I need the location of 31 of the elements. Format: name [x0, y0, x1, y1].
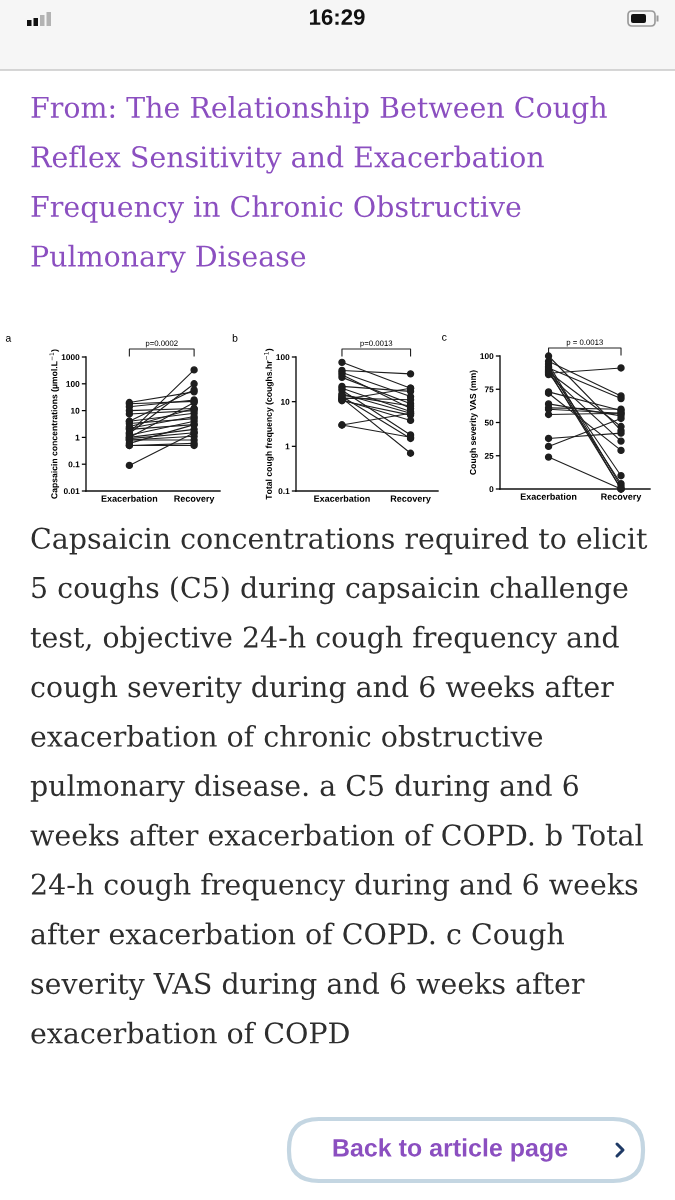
text: 16:29 [309, 9, 365, 25]
y-axis-title: Cough severity VAS (mm) [469, 370, 478, 475]
chart-title: c [442, 335, 447, 341]
y-axis-title: Capsaicin concentrations (µmol.L$^{−1}$) [49, 349, 60, 499]
x-tick-label: Recovery [601, 493, 642, 502]
text: From: The Relationship Between Cough Reflex Sensitivity and Exacerbation Frequency in Chronic Obstructive Pulmonary Disease [31, 96, 607, 273]
y-tick-label: 75 [484, 386, 494, 393]
y-tick-label: 1000 [61, 354, 80, 361]
chart-title: b [232, 334, 238, 342]
y-tick-label: 100 [276, 354, 290, 361]
y-tick-label: 25 [484, 452, 494, 459]
x-tick-label: Recovery [390, 495, 431, 504]
y-tick-label: 100 [480, 353, 494, 360]
x-tick-label: Exacerbation [520, 493, 577, 500]
y-tick-label: 100 [66, 381, 80, 387]
y-tick-label: 1 [75, 434, 80, 441]
y-tick-label: 0.01 [63, 488, 80, 495]
x-tick-label: Exacerbation [101, 495, 158, 502]
y-tick-label: 10 [71, 407, 80, 414]
y-axis-title: Total cough frequency (coughs.hr$^{−1}$) [264, 348, 274, 500]
text: Capsaicin concentrations required to elicit 5 coughs (C5) during capsaicin challenge test, objective 24-h cough frequency and cough severity during and 6 weeks after exacerbation of chronic obstructive pulmonary disease. a C5 during and 6 weeks after exacerbation of COPD. b Total 24-h cough frequency during and 6 weeks after exacerbation of COPD. c Cough severity VAS during and 6 weeks after exacerbation of COPD [30, 527, 648, 1044]
y-tick-label: 10 [281, 398, 290, 405]
text: Back to article page [333, 1138, 568, 1162]
y-tick-label: 1 [285, 443, 290, 450]
x-tick-label: Recovery [174, 495, 215, 504]
x-tick-label: Exacerbation [314, 495, 370, 502]
chart-title: a [5, 336, 12, 342]
y-tick-label: 0 [489, 486, 494, 493]
y-tick-label: 0.1 [68, 461, 80, 468]
y-tick-label: 0.1 [278, 488, 290, 495]
y-tick-label: 50 [484, 419, 494, 426]
